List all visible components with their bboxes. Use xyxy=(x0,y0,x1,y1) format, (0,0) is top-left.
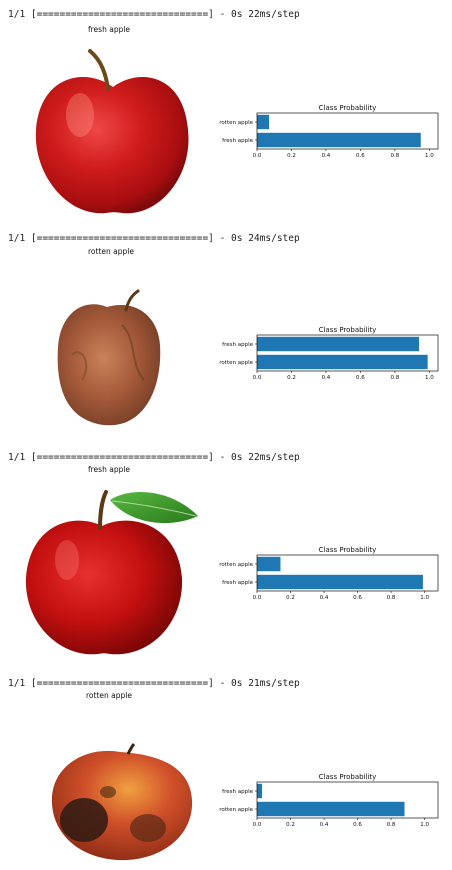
x-tick-label: 0.2 xyxy=(287,153,296,159)
x-tick-label: 0.4 xyxy=(320,822,329,828)
probability-chart: Class Probability rotten apple fresh apple… xyxy=(219,326,439,381)
probability-chart: Class Probability rotten apple fresh apple… xyxy=(219,773,439,828)
category-label: rotten apple xyxy=(219,360,253,366)
x-tick-label: 0.6 xyxy=(353,595,362,601)
x-tick-label: 0.2 xyxy=(286,595,295,601)
bar-rotten-apple xyxy=(257,801,405,817)
x-tick-label: 0.4 xyxy=(322,375,331,381)
plot-frame xyxy=(256,554,439,592)
output-block-4: 1/1 [==============================] - 0… xyxy=(0,670,452,870)
category-label: fresh apple xyxy=(222,580,253,586)
prediction-label: rotten apple xyxy=(86,691,132,700)
plot-frame xyxy=(256,781,439,819)
bar-fresh-apple xyxy=(257,783,263,799)
probability-chart: Class Probability fresh apple rotten apple… xyxy=(219,104,439,159)
x-tick-label: 0.8 xyxy=(391,375,400,381)
progress-log: 1/1 [==============================] - 0… xyxy=(8,9,300,20)
output-block-2: 1/1 [==============================] - 0… xyxy=(0,225,452,440)
category-label: fresh apple xyxy=(222,342,253,348)
x-tick-label: 0.2 xyxy=(286,822,295,828)
x-tick-label: 0.8 xyxy=(391,153,400,159)
x-tick-label: 0.2 xyxy=(287,375,296,381)
bar-rotten-apple xyxy=(257,114,270,130)
category-label: fresh apple xyxy=(222,789,253,795)
output-block-1: 1/1 [==============================] - 0… xyxy=(0,0,452,220)
bar-rotten-apple xyxy=(257,354,428,370)
progress-log: 1/1 [==============================] - 0… xyxy=(8,452,300,463)
fresh-red-apple-icon xyxy=(35,49,189,214)
x-tick-label: 0.4 xyxy=(320,595,329,601)
x-tick-label: 1.0 xyxy=(420,822,429,828)
prediction-label: fresh apple xyxy=(88,25,131,34)
x-tick-label: 0.0 xyxy=(253,822,262,828)
progress-log: 1/1 [==============================] - 0… xyxy=(8,678,300,689)
x-tick-label: 0.6 xyxy=(353,822,362,828)
x-tick-label: 0.6 xyxy=(356,153,365,159)
x-tick-label: 0.4 xyxy=(322,153,331,159)
x-tick-label: 0.8 xyxy=(387,595,396,601)
category-label: fresh apple xyxy=(222,138,253,144)
category-label: rotten apple xyxy=(219,120,253,126)
prediction-label: rotten apple xyxy=(88,247,134,256)
probability-chart: Class Probability fresh apple rotten apple… xyxy=(219,546,439,601)
category-label: rotten apple xyxy=(219,807,253,813)
rotten-apple-bruised-icon xyxy=(51,742,193,861)
prediction-label: fresh apple xyxy=(88,465,131,474)
plot-frame xyxy=(256,334,439,372)
x-tick-label: 0.6 xyxy=(356,375,365,381)
x-tick-label: 1.0 xyxy=(425,153,434,159)
chart-title: Class Probability xyxy=(319,326,377,334)
chart-title: Class Probability xyxy=(319,773,377,781)
x-tick-label: 0.8 xyxy=(387,822,396,828)
rotten-apple-icon xyxy=(57,289,161,426)
x-tick-label: 0.0 xyxy=(253,375,262,381)
x-tick-label: 0.0 xyxy=(253,595,262,601)
bar-fresh-apple xyxy=(257,336,420,352)
fresh-apple-with-leaf-icon xyxy=(25,490,198,655)
x-tick-label: 0.0 xyxy=(253,153,262,159)
x-tick-label: 1.0 xyxy=(425,375,434,381)
bar-fresh-apple xyxy=(257,574,423,590)
progress-log: 1/1 [==============================] - 0… xyxy=(8,233,300,244)
bar-rotten-apple xyxy=(257,556,281,572)
bar-fresh-apple xyxy=(257,132,421,148)
output-block-3: 1/1 [==============================] - 0… xyxy=(0,443,452,668)
chart-title: Class Probability xyxy=(319,546,377,554)
chart-title: Class Probability xyxy=(319,104,377,112)
x-tick-label: 1.0 xyxy=(420,595,429,601)
category-label: rotten apple xyxy=(219,562,253,568)
plot-frame xyxy=(256,112,439,150)
